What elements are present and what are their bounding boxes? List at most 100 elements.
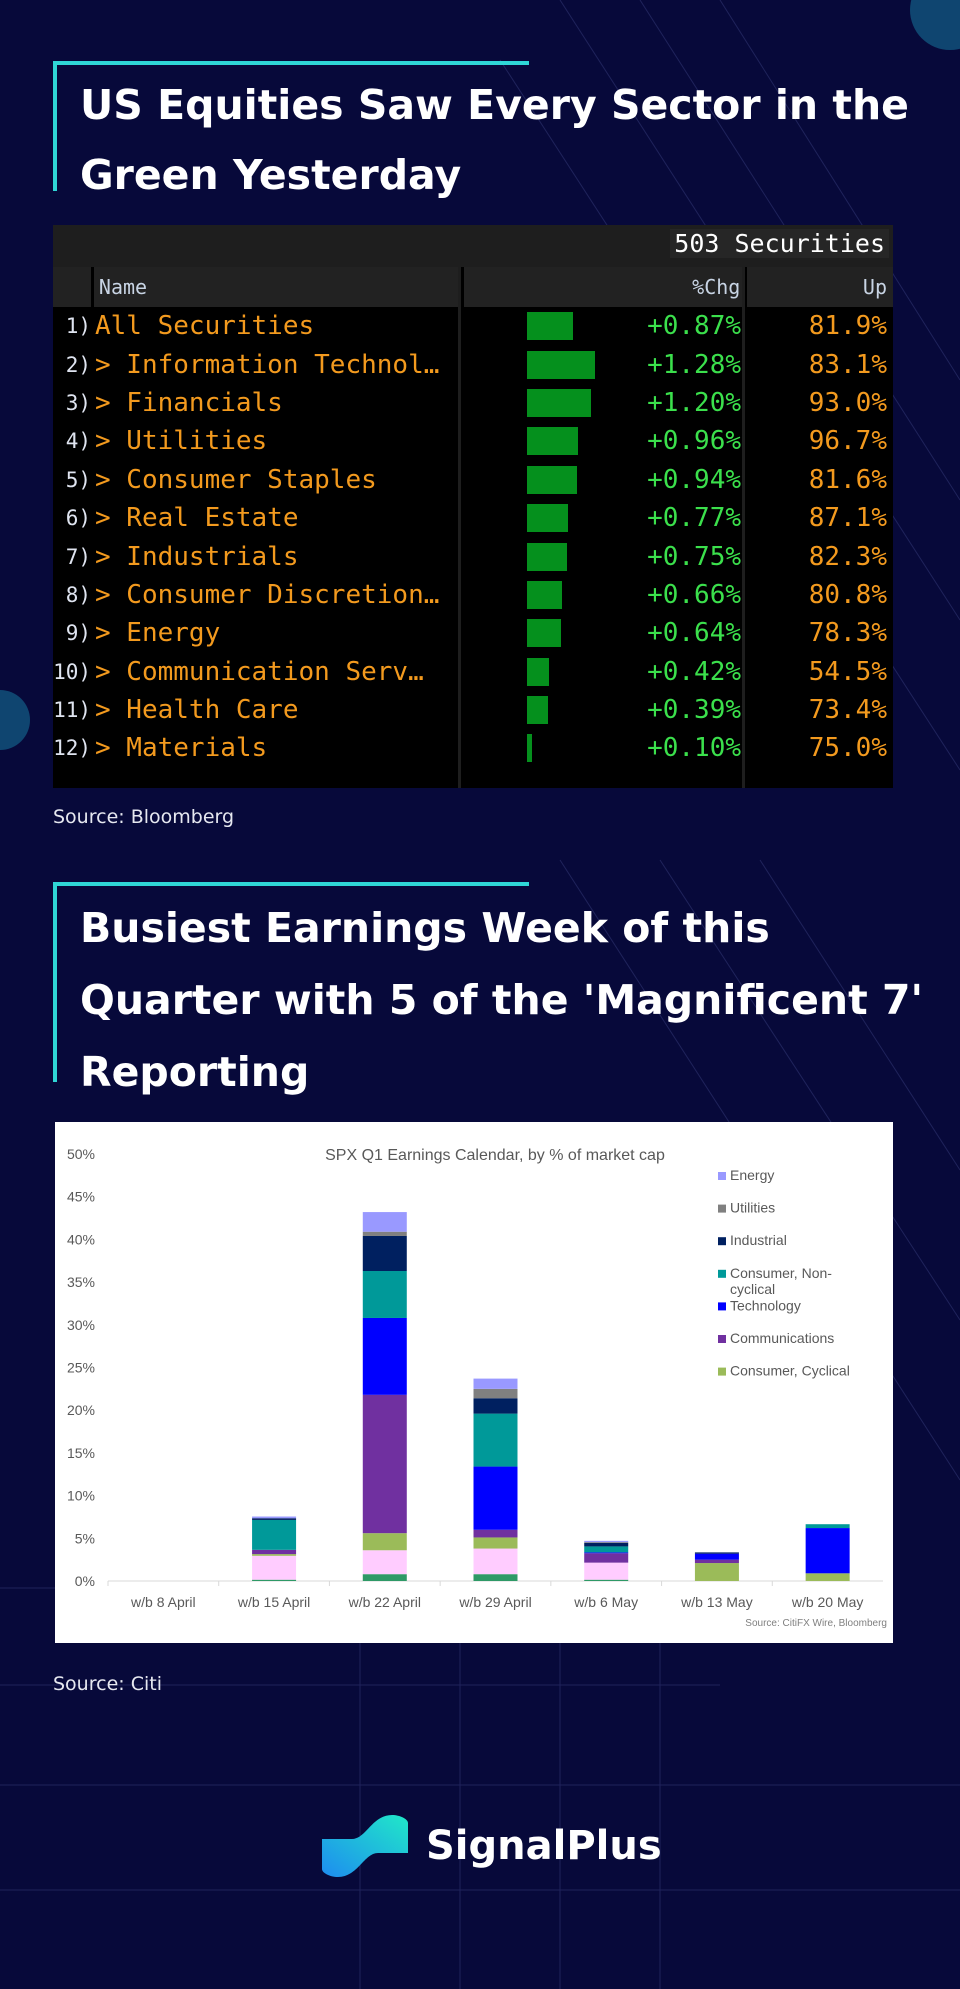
legend-swatch [718, 1204, 726, 1213]
row-index: 7) [65, 544, 91, 569]
table-header: Name %Chg Up [53, 267, 893, 307]
row-up: 73.4% [808, 695, 887, 726]
row-index: 11) [53, 698, 91, 723]
bar-segment [584, 1552, 629, 1554]
y-tick-label: 30% [67, 1317, 95, 1333]
bar-segment [362, 1394, 407, 1534]
row-name[interactable]: > Financials [95, 387, 283, 418]
row-index: 10) [53, 659, 91, 684]
table-row[interactable]: 11) > Health Care +0.39% 73.4% [53, 691, 893, 729]
y-tick-label: 5% [75, 1530, 95, 1546]
title-line: US Equities Saw Every Sector in the [80, 81, 909, 129]
bar-segment [584, 1562, 629, 1580]
legend-swatch [718, 1269, 726, 1278]
change-bar [527, 580, 562, 609]
row-name[interactable]: > Utilities [95, 426, 268, 457]
bar-segment [362, 1533, 407, 1551]
bar-segment [362, 1212, 407, 1232]
table-row[interactable]: 12) > Materials +0.10% 75.0% [53, 729, 893, 767]
bar-segment [252, 1549, 297, 1555]
table-row[interactable]: 3) > Financials +1.20% 93.0% [53, 384, 893, 422]
legend-swatch [718, 1172, 726, 1180]
bar-segment [252, 1555, 297, 1580]
table-row[interactable]: 10) > Communication Serv… +0.42% 54.5% [53, 653, 893, 691]
table-row[interactable]: 6) > Real Estate +0.77% 87.1% [53, 499, 893, 537]
change-bar [527, 542, 567, 571]
y-tick-label: 25% [67, 1360, 95, 1376]
row-chg: +1.20% [647, 387, 741, 418]
row-up: 82.3% [808, 541, 887, 572]
row-up: 96.7% [808, 426, 887, 457]
sector-table: 503 Securities Name %Chg Up 1) All Securi… [53, 225, 893, 788]
row-index: 3) [65, 390, 91, 415]
y-tick-label: 0% [75, 1573, 95, 1589]
row-name[interactable]: > Industrials [95, 541, 299, 572]
legend-swatch [718, 1302, 726, 1311]
row-index: 4) [65, 429, 91, 454]
row-name[interactable]: > Consumer Staples [95, 464, 377, 495]
title-accent [53, 882, 529, 886]
legend-label: Communications [730, 1330, 834, 1346]
title-accent-bar [53, 882, 57, 1082]
row-chg: +0.77% [647, 503, 741, 534]
row-up: 81.9% [808, 311, 887, 342]
bar-segment [584, 1579, 629, 1581]
row-name[interactable]: > Materials [95, 733, 268, 764]
legend-label: Consumer, Non- [730, 1265, 832, 1281]
x-tick-label: w/b 15 April [237, 1594, 310, 1610]
bar-segment [473, 1388, 518, 1399]
row-up: 75.0% [808, 733, 887, 764]
table-row[interactable]: 9) > Energy +0.64% 78.3% [53, 614, 893, 652]
x-tick-label: w/b 6 May [573, 1594, 638, 1610]
bar-segment [362, 1574, 407, 1581]
title-line: Reporting [80, 1048, 310, 1096]
row-name[interactable]: > Real Estate [95, 503, 299, 534]
column-chg[interactable]: %Chg [464, 267, 745, 307]
x-tick-label: w/b 20 May [791, 1594, 864, 1610]
row-up: 83.1% [808, 349, 887, 380]
legend-label: Consumer, Cyclical [730, 1363, 850, 1379]
bar-segment [473, 1398, 518, 1414]
title-line: Busiest Earnings Week of this [80, 904, 770, 952]
table-row[interactable]: 4) > Utilities +0.96% 96.7% [53, 422, 893, 460]
bar-segment [252, 1519, 297, 1550]
row-name[interactable]: > Communication Serv… [95, 656, 424, 687]
title-line: Green Yesterday [80, 151, 462, 199]
row-chg: +0.87% [647, 311, 741, 342]
table-row[interactable]: 8) > Consumer Discretion… +0.66% 80.8% [53, 576, 893, 614]
source-citi: Source: Citi [53, 1673, 162, 1695]
table-row[interactable]: 5) > Consumer Staples +0.94% 81.6% [53, 461, 893, 499]
row-index: 2) [65, 352, 91, 377]
y-tick-label: 20% [67, 1402, 95, 1418]
row-up: 93.0% [808, 387, 887, 418]
row-chg: +1.28% [647, 349, 741, 380]
bar-segment [805, 1573, 850, 1581]
header-index [53, 267, 91, 307]
bar-segment [694, 1552, 739, 1554]
bar-segment [694, 1553, 739, 1560]
change-bar [527, 504, 568, 533]
legend-swatch [718, 1335, 726, 1343]
chart-title: SPX Q1 Earnings Calendar, by % of market… [325, 1147, 665, 1164]
row-chg: +0.39% [647, 695, 741, 726]
row-index: 6) [65, 506, 91, 531]
column-name[interactable]: Name [93, 267, 462, 307]
row-chg: +0.94% [647, 464, 741, 495]
y-tick-label: 45% [67, 1189, 95, 1205]
bar-segment [362, 1550, 407, 1575]
row-chg: +0.10% [647, 733, 741, 764]
row-name[interactable]: > Consumer Discretion… [95, 579, 440, 610]
change-bar [527, 427, 578, 456]
column-up[interactable]: Up [747, 267, 893, 307]
row-up: 54.5% [808, 656, 887, 687]
table-row[interactable]: 1) All Securities +0.87% 81.9% [53, 307, 893, 345]
row-name[interactable]: All Securities [95, 311, 315, 342]
row-name[interactable]: > Energy [95, 618, 221, 649]
bar-segment [584, 1540, 629, 1543]
table-row[interactable]: 2) > Information Technol… +1.28% 83.1% [53, 345, 893, 383]
row-name[interactable]: > Health Care [95, 695, 299, 726]
earnings-chart: SPX Q1 Earnings Calendar, by % of market… [55, 1122, 893, 1643]
bar-segment [362, 1235, 407, 1271]
row-name[interactable]: > Information Technol… [95, 349, 440, 380]
table-row[interactable]: 7) > Industrials +0.75% 82.3% [53, 537, 893, 575]
